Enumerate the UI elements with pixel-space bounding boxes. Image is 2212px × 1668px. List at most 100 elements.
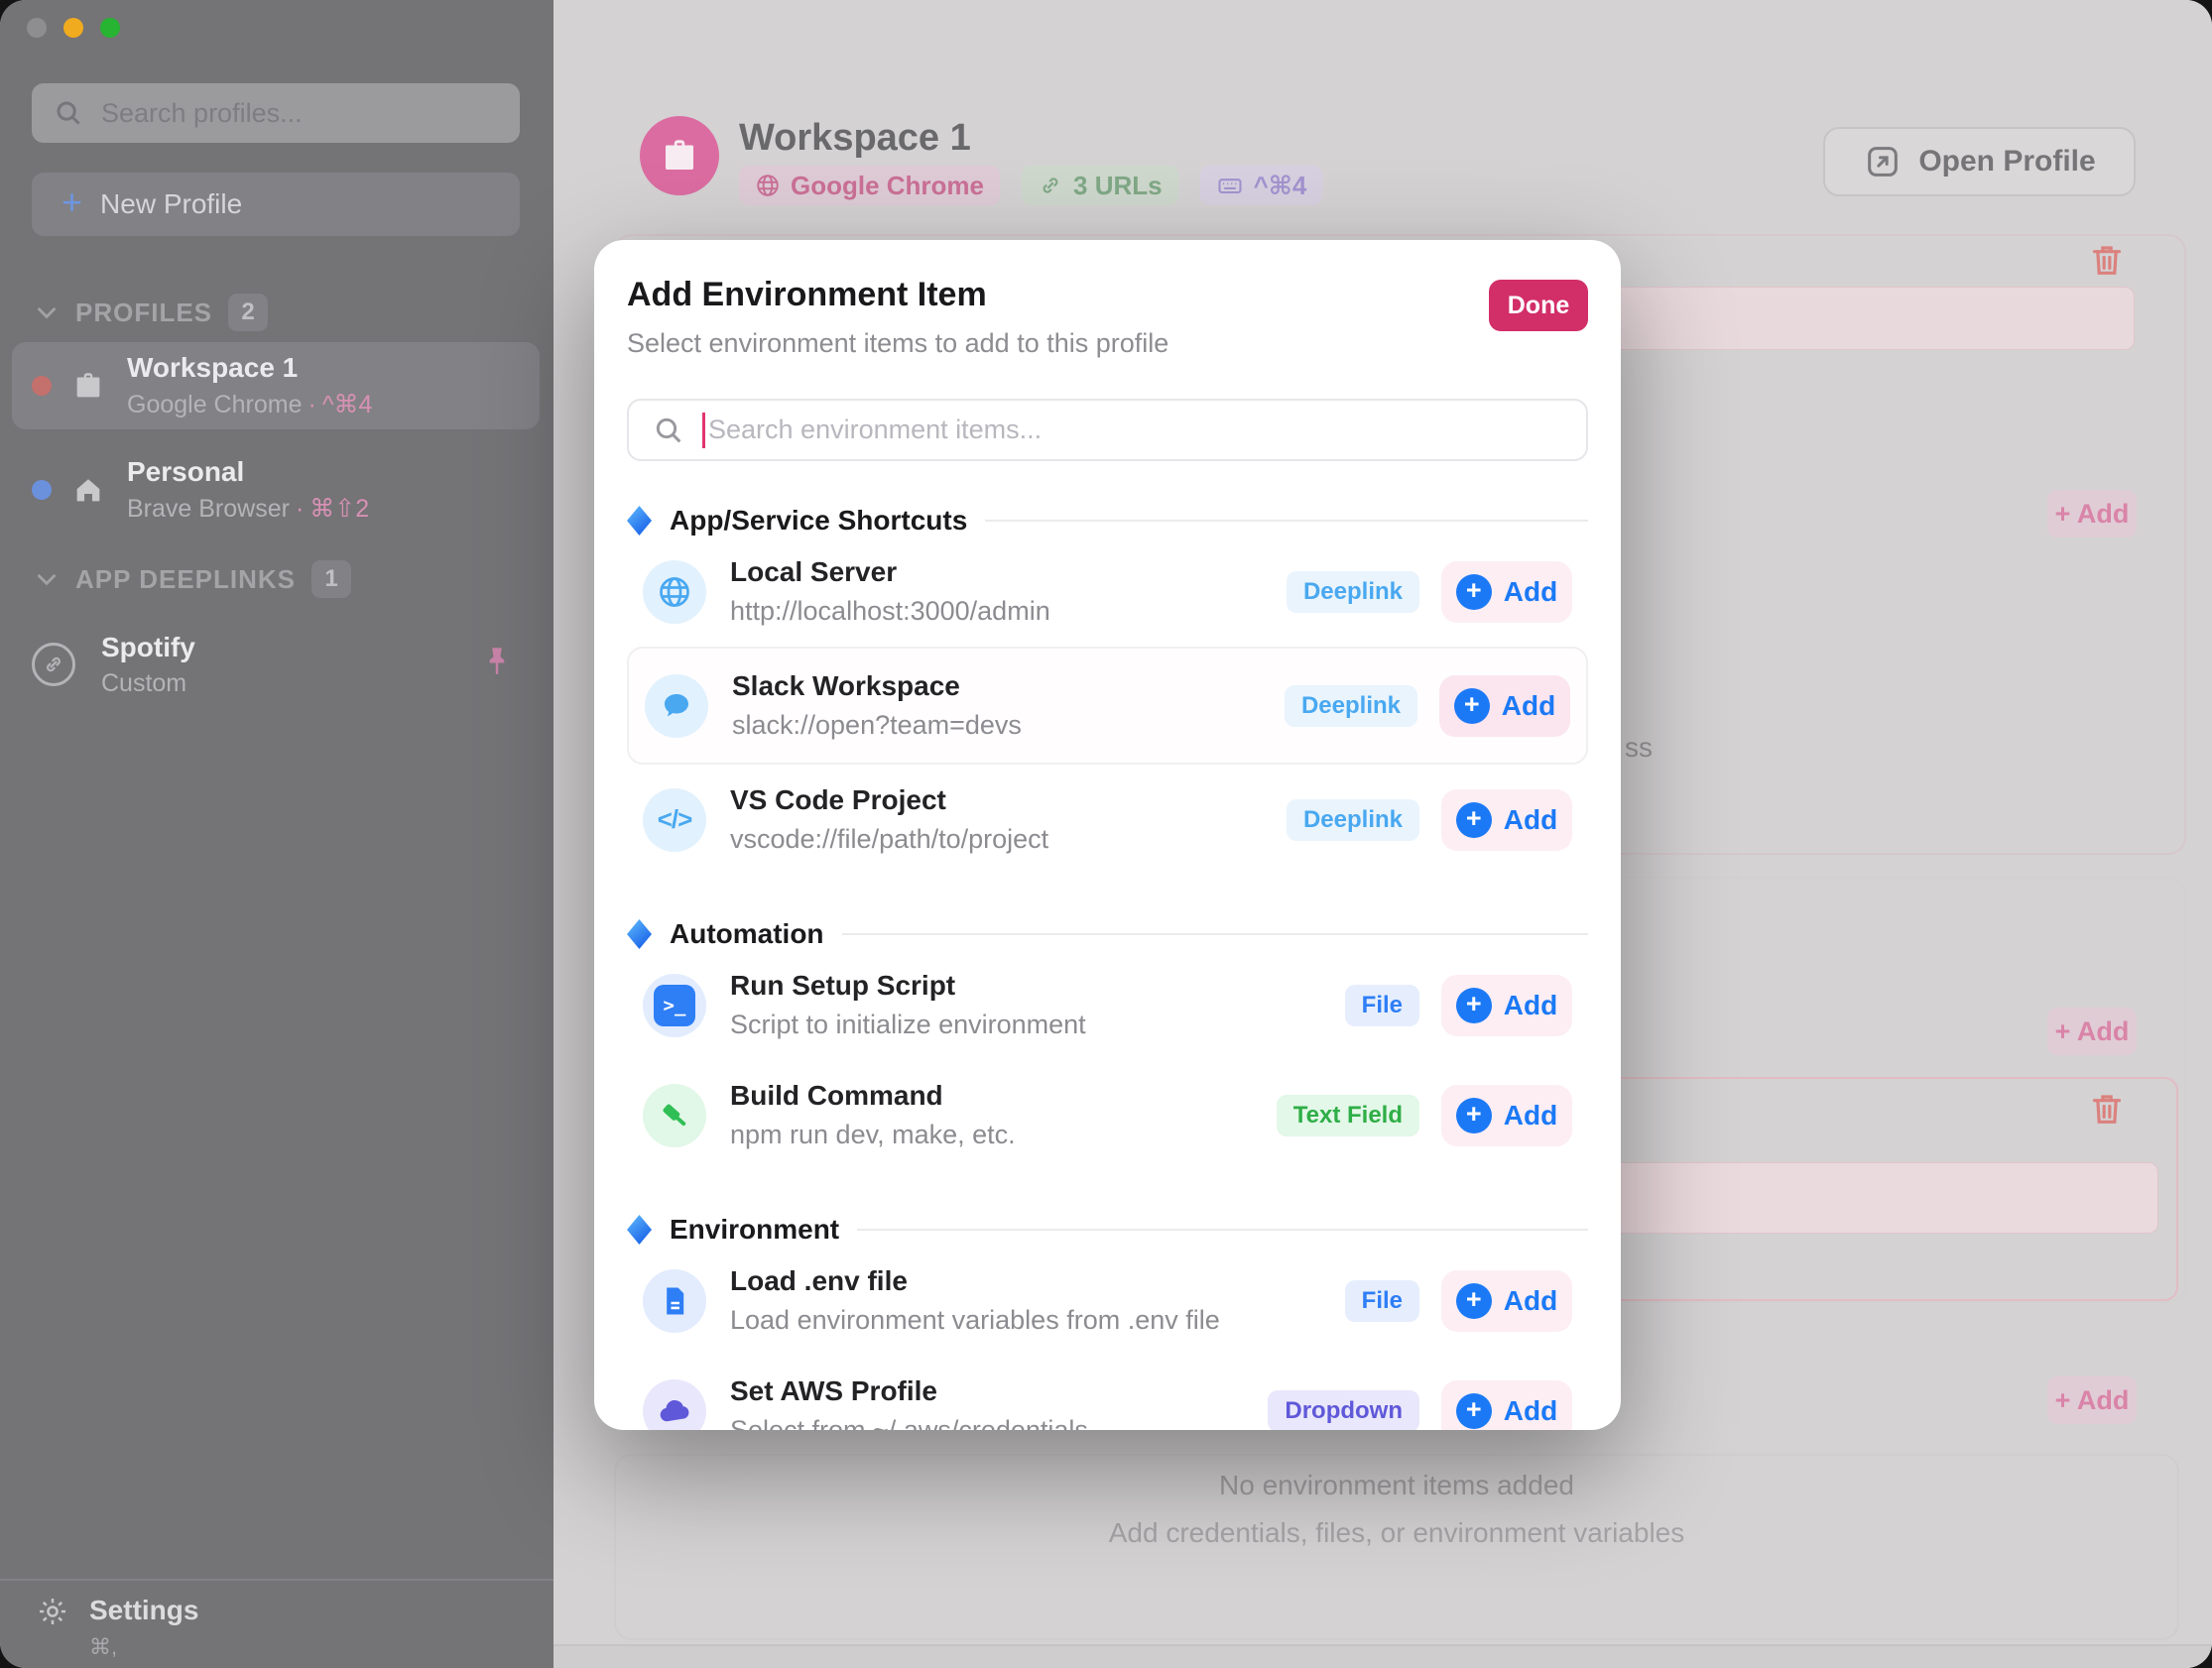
add-environment-item-modal: Add Environment Item Select environment … (594, 240, 1621, 1430)
plus-icon: + (1455, 1097, 1492, 1133)
chevron-down-icon (38, 574, 56, 586)
briefcase-icon (666, 140, 693, 170)
search-icon (57, 101, 80, 125)
add-button-dimmed[interactable]: + Add (2047, 1008, 2137, 1055)
section-header-environment: Environment (627, 1214, 1588, 1246)
search-icon (656, 417, 681, 442)
page-title: Workspace 1 (739, 117, 971, 159)
external-link-icon (1868, 147, 1899, 177)
item-title: Run Setup Script (730, 970, 956, 1001)
text-fragment: ss (1625, 732, 1653, 763)
add-button-dimmed[interactable]: + Add (2047, 490, 2137, 537)
sidebar-item-personal[interactable]: Personal Brave Browser · ⌘⇧2 (12, 446, 540, 534)
link-icon (32, 643, 75, 686)
item-subtitle: npm run dev, make, etc. (730, 1120, 1016, 1149)
empty-state-subtitle: Add credentials, files, or environment v… (1108, 1517, 1685, 1548)
plus-icon: + (1455, 573, 1492, 610)
zoom-button[interactable] (100, 18, 120, 38)
sidebar: Search profiles... + New Profile PROFILE… (0, 0, 553, 1668)
list-item-set-aws-profile: Set AWS Profile Select from ~/.aws/crede… (627, 1356, 1588, 1430)
globe-icon (757, 175, 779, 196)
profile-color-dot (32, 480, 52, 500)
chat-bubble-icon (645, 673, 708, 738)
add-button-dimmed[interactable]: + Add (2047, 1376, 2137, 1424)
add-button[interactable]: + Add (1441, 974, 1572, 1036)
deeplinks-count-badge: 1 (311, 560, 352, 598)
profile-browser: Google Chrome (127, 391, 303, 418)
item-subtitle: Select from ~/.aws/credentials (730, 1415, 1088, 1430)
type-badge: Deeplink (1284, 684, 1417, 727)
settings-shortcut: ⌘, (89, 1634, 118, 1659)
item-title: Load .env file (730, 1265, 908, 1296)
new-profile-button[interactable]: + New Profile (32, 173, 520, 236)
add-button[interactable]: + Add (1441, 1269, 1572, 1332)
list-item-load-env-file: Load .env file Load environment variable… (627, 1246, 1588, 1356)
profile-name: Workspace 1 (127, 352, 299, 383)
item-subtitle: http://localhost:3000/admin (730, 596, 1050, 626)
open-profile-button[interactable]: Open Profile (1823, 127, 2136, 196)
plus-icon: + (1453, 687, 1490, 724)
profile-shortcut: ⌘⇧2 (309, 495, 370, 523)
gear-icon (36, 1595, 69, 1633)
diamond-icon (627, 1215, 652, 1245)
settings-label: Settings (89, 1595, 199, 1625)
profile-badges: Google Chrome 3 URLs ^⌘4 (739, 166, 1323, 205)
settings-button[interactable]: Settings ⌘, (0, 1579, 553, 1668)
item-title: Build Command (730, 1080, 943, 1111)
cloud-icon (643, 1378, 706, 1430)
section-header-automation: Automation (627, 918, 1588, 950)
deeplink-type: Custom (101, 668, 187, 697)
minimize-button[interactable] (63, 18, 83, 38)
trash-icon[interactable] (2087, 1089, 2127, 1133)
item-title: Local Server (730, 556, 898, 587)
list-item-run-setup-script: >_ Run Setup Script Script to initialize… (627, 950, 1588, 1060)
list-item-slack-workspace: Slack Workspace slack://open?team=devs D… (627, 647, 1588, 765)
deeplink-name: Spotify (101, 631, 195, 662)
modal-subtitle: Select environment items to add to this … (627, 328, 1169, 358)
add-button[interactable]: + Add (1439, 674, 1570, 737)
profiles-count-badge: 2 (228, 294, 269, 331)
terminal-icon: >_ (643, 973, 706, 1037)
browser-badge: Google Chrome (739, 166, 1001, 205)
trash-icon[interactable] (2087, 240, 2127, 285)
add-button[interactable]: + Add (1441, 560, 1572, 623)
plus-icon: + (1455, 1282, 1492, 1319)
close-button[interactable] (27, 18, 47, 38)
section-header-app-service-shortcuts: App/Service Shortcuts (627, 505, 1588, 536)
item-title: VS Code Project (730, 784, 946, 815)
list-item-build-command: Build Command npm run dev, make, etc. Te… (627, 1060, 1588, 1170)
keyboard-icon (1218, 179, 1242, 194)
pin-icon[interactable] (482, 646, 512, 684)
globe-icon (643, 559, 706, 624)
sidebar-item-workspace-1[interactable]: Workspace 1 Google Chrome · ^⌘4 (12, 342, 540, 429)
profiles-search-input[interactable]: Search profiles... (32, 83, 520, 143)
add-button[interactable]: + Add (1441, 1084, 1572, 1146)
plus-icon: + (1455, 1392, 1492, 1429)
item-title: Set AWS Profile (730, 1375, 938, 1406)
shortcut-badge: ^⌘4 (1199, 166, 1323, 205)
hammer-icon (643, 1083, 706, 1147)
deeplinks-section-header[interactable]: APP DEEPLINKS 1 (34, 560, 352, 598)
environment-search-input[interactable]: Search environment items... (627, 399, 1588, 461)
list-item-local-server: Local Server http://localhost:3000/admin… (627, 536, 1588, 647)
window-controls (27, 18, 120, 38)
file-icon (643, 1268, 706, 1333)
house-icon (71, 473, 127, 507)
search-placeholder: Search environment items... (708, 415, 1043, 444)
plus-icon: + (1455, 987, 1492, 1023)
sidebar-item-spotify[interactable]: Spotify Custom (12, 617, 540, 712)
link-icon (1043, 178, 1058, 193)
type-badge: Deeplink (1286, 798, 1419, 841)
add-button[interactable]: + Add (1441, 1379, 1572, 1430)
type-badge: File (1344, 1279, 1419, 1322)
briefcase-icon (71, 369, 127, 403)
diamond-icon (627, 506, 652, 536)
item-subtitle: slack://open?team=devs (732, 710, 1022, 740)
profiles-section-header[interactable]: PROFILES 2 (34, 294, 269, 331)
search-placeholder: Search profiles... (101, 97, 303, 128)
add-button[interactable]: + Add (1441, 788, 1572, 851)
done-button[interactable]: Done (1489, 280, 1588, 331)
empty-state-title: No environment items added (1219, 1470, 1574, 1500)
item-subtitle: Load environment variables from .env fil… (730, 1305, 1220, 1335)
